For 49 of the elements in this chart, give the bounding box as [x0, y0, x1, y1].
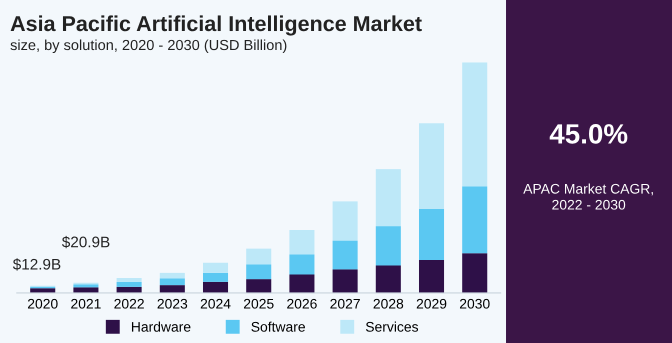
- bar: [160, 278, 185, 286]
- bar: [462, 186, 488, 254]
- bar: [462, 62, 488, 186]
- bar: [246, 248, 272, 264]
- x-tick-label: 2022: [114, 298, 144, 309]
- bar: [376, 265, 401, 293]
- bar: [332, 240, 358, 270]
- legend-label: Services: [366, 322, 418, 332]
- bar: [418, 260, 444, 293]
- bar: [116, 278, 142, 282]
- x-tick-label: 2024: [200, 298, 231, 309]
- bar: [116, 282, 142, 287]
- bar: [73, 287, 98, 293]
- bar: [376, 169, 401, 226]
- bar: [116, 286, 142, 293]
- text: APAC Market CAGR, 2022 - 2030: [523, 184, 653, 210]
- x-tick-label: 2027: [330, 298, 360, 309]
- bar: [289, 274, 314, 293]
- x-tick-label: 2030: [460, 298, 490, 309]
- bar: [202, 262, 228, 273]
- annotation: $20.9B: [62, 236, 110, 248]
- legend-label: Hardware: [132, 322, 190, 332]
- bar: [332, 201, 358, 241]
- chart-subtitle: size, by solution, 2020 - 2030 (USD Billion): [10, 39, 286, 54]
- bar: [376, 226, 401, 266]
- legend-label: Software: [251, 322, 305, 332]
- bar: [289, 254, 314, 274]
- bar: [462, 253, 488, 293]
- bar: [246, 279, 272, 293]
- annotation: $12.9B: [12, 258, 60, 271]
- bar: [332, 269, 358, 293]
- x-tick-label: 2029: [416, 298, 446, 309]
- text: 45.0%: [550, 124, 628, 144]
- bar: [202, 282, 228, 293]
- bar: [289, 230, 314, 254]
- bar: [73, 284, 98, 288]
- chart-title: Asia Pacific Artificial Intelligence Market: [10, 15, 422, 36]
- bar: [418, 209, 444, 260]
- x-tick-label: 2021: [71, 298, 101, 309]
- bar: [202, 272, 228, 282]
- x-tick-label: 2023: [158, 298, 188, 309]
- bar: [160, 272, 185, 278]
- x-tick-label: 2020: [28, 298, 58, 309]
- x-tick-label: 2028: [374, 298, 404, 309]
- x-tick-label: 2026: [287, 298, 317, 309]
- x-tick-label: 2025: [244, 298, 274, 309]
- bar: [160, 285, 185, 293]
- bar: [246, 264, 272, 280]
- bar: [418, 123, 444, 210]
